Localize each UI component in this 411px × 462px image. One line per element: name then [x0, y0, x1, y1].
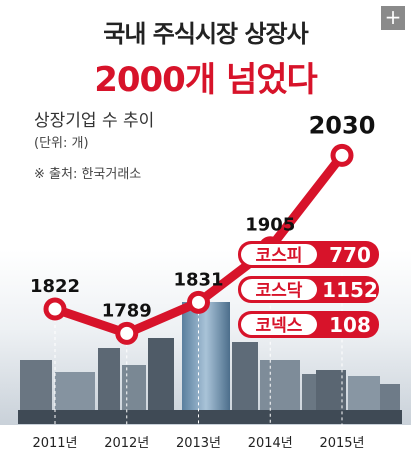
- ifc-tower: [182, 302, 230, 420]
- data-point-2013년: [187, 290, 210, 314]
- x-tick-label: 2012년: [104, 436, 149, 451]
- unit-note: (단위: 개): [34, 136, 89, 151]
- badge-market-name: 코넥스: [256, 316, 303, 336]
- gridlines: [54, 165, 343, 425]
- data-labels: 1822 1789 1831 1905 2030: [30, 111, 375, 321]
- data-point-2012년: [115, 321, 139, 345]
- badge-name-bg: [241, 279, 317, 300]
- chart-subtitle: 상장기업 수 추이: [34, 111, 155, 131]
- x-tick-label: 2015년: [319, 436, 364, 451]
- data-label-2015년: 2030: [309, 111, 376, 139]
- badge-market-name: 코스닥: [256, 281, 303, 301]
- market-badge: 코넥스 108: [238, 311, 379, 338]
- market-badge: 코스피 770: [238, 241, 379, 268]
- x-tick-label: 2014년: [248, 436, 293, 451]
- x-tick-label: 2011년: [32, 436, 77, 451]
- badge-market-value: 1152: [322, 278, 378, 302]
- badge-market-name: 코스피: [256, 246, 303, 266]
- badge-market-value: 770: [329, 243, 371, 267]
- data-label-2013년: 1831: [173, 269, 223, 290]
- source-note: ※ 출처: 한국거래소: [34, 167, 142, 182]
- market-badge: 코스닥 1152: [238, 276, 379, 303]
- badge-name-bg: [241, 244, 317, 265]
- data-label-2012년: 1789: [102, 300, 152, 321]
- badge-name-bg: [241, 314, 317, 335]
- data-point-2015년: [330, 143, 354, 167]
- headline-highlight: 2000개 넘었다: [94, 60, 318, 100]
- city-skyline: [18, 302, 402, 424]
- data-label-2014년: 1905: [245, 215, 295, 236]
- x-tick-label: 2013년: [176, 436, 221, 451]
- badge-market-value: 108: [329, 313, 371, 337]
- headline: 국내 주식시장 상장사: [103, 20, 308, 48]
- data-point-2011년: [43, 297, 67, 321]
- market-breakdown: 코스피 770 코스닥 1152 코넥스 108: [238, 241, 379, 338]
- expand-button[interactable]: +: [381, 6, 405, 30]
- x-axis-labels: 2011년 2012년 2013년 2014년 2015년: [32, 436, 364, 451]
- data-label-2011년: 1822: [30, 276, 80, 297]
